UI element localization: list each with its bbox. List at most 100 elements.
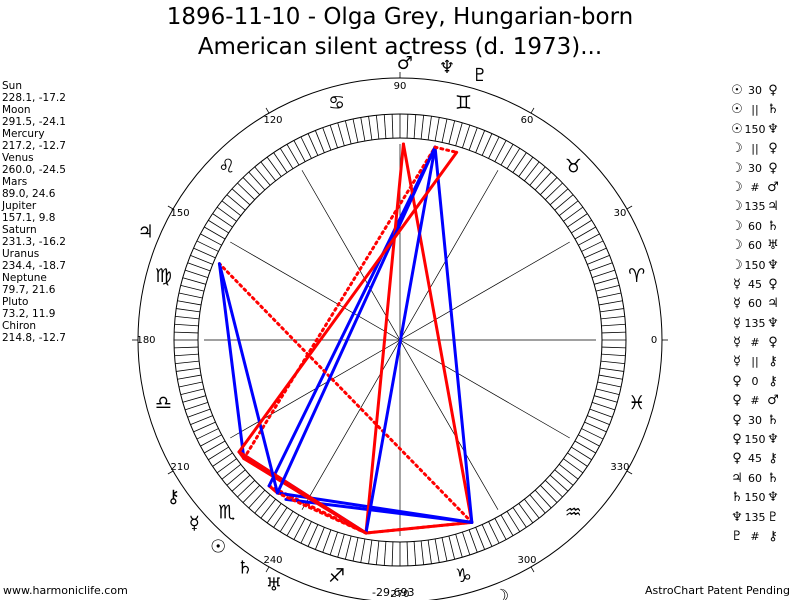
degree-tick <box>481 524 493 547</box>
degree-tick <box>601 346 626 349</box>
degree-tick <box>237 182 255 200</box>
aspect-row: ♄ 150 ♆ <box>730 488 780 507</box>
planet-name-saturn: Saturn <box>2 224 37 236</box>
degree-tick <box>462 124 471 149</box>
planet-name-neptune: Neptune <box>2 272 47 284</box>
degree-tick <box>558 464 579 480</box>
degree-tick <box>383 114 387 139</box>
aspect-type: 0 <box>751 374 759 388</box>
degree-tick <box>231 188 251 206</box>
degree-tick <box>360 117 366 142</box>
planet-moon-icon: ☽ <box>731 218 743 234</box>
degree-tick <box>352 118 359 143</box>
degree-tick <box>212 213 233 228</box>
aspect-row: ☽ 60 ♅ <box>730 236 780 255</box>
planet-mercury-icon: ☿ <box>733 296 741 312</box>
degree-tick <box>293 140 306 162</box>
degree-tick <box>226 194 246 211</box>
planet-value-mercury: 217.2, -12.7 <box>2 140 66 152</box>
degree-tick <box>190 254 213 265</box>
aspect-type: || <box>751 142 759 156</box>
planet-jupiter-icon: ♃ <box>731 470 743 486</box>
degree-tick <box>368 539 373 564</box>
degree-tick <box>383 541 387 566</box>
outer-tick <box>626 470 633 475</box>
planet-venus-icon: ♀ <box>732 432 742 448</box>
planet-name-sun: Sun <box>2 80 22 92</box>
aspect-type: # <box>750 529 760 543</box>
title-line-2: American silent actress (d. 1973)... <box>197 34 603 60</box>
degree-label-330: 330 <box>610 462 629 473</box>
planet-mercury-icon: ☿ <box>733 315 741 331</box>
aspect-type: 150 <box>744 258 766 272</box>
site-url: www.harmoniclife.com <box>3 584 128 597</box>
degree-tick <box>494 140 507 162</box>
planet-saturn-icon: ♄ <box>767 218 779 234</box>
planet-moon-icon: ☽ <box>731 141 743 157</box>
degree-tick <box>578 233 600 246</box>
degree-tick <box>242 177 260 195</box>
planet-pluto-icon: ♇ <box>767 509 779 525</box>
aspect-type: 30 <box>748 413 762 427</box>
degree-tick <box>589 262 613 272</box>
sign-scorpio-icon: ♏ <box>218 502 235 524</box>
aspect-row: ☿ # ♀ <box>730 333 780 352</box>
planet-venus-icon: ♀ <box>768 335 778 351</box>
planet-neptune-icon: ♆ <box>767 257 779 273</box>
degree-tick <box>180 388 205 396</box>
degree-tick <box>196 428 219 440</box>
degree-tick <box>260 161 276 182</box>
degree-tick <box>567 213 588 228</box>
planet-mercury-icon: ☿ <box>733 276 741 292</box>
aspect-line-saturn-neptune <box>275 145 437 495</box>
degree-tick <box>554 194 574 211</box>
degree-tick <box>190 415 213 426</box>
outer-tick <box>265 107 270 114</box>
degree-tick <box>200 233 222 246</box>
degree-tick <box>187 408 211 418</box>
planet-name-mars: Mars <box>2 176 28 188</box>
degree-tick <box>322 529 332 553</box>
degree-tick <box>545 480 563 498</box>
degree-tick <box>574 226 596 240</box>
degree-tick <box>554 469 574 486</box>
planet-jupiter-icon: ♃ <box>138 222 154 243</box>
degree-tick <box>448 120 456 145</box>
wheel-rings <box>132 72 668 600</box>
degree-tick <box>475 130 486 153</box>
degree-tick <box>567 452 588 467</box>
aspect-line-venus-neptune <box>364 145 437 535</box>
degree-tick <box>273 152 288 173</box>
degree-tick <box>216 458 237 474</box>
degree-label-180: 180 <box>136 335 155 346</box>
title-line-1: 1896-11-10 - Olga Grey, Hungarian-born <box>166 4 634 30</box>
aspect-lines <box>217 142 474 535</box>
degree-tick <box>375 540 380 565</box>
degree-tick <box>468 127 478 151</box>
degree-tick <box>286 514 300 536</box>
degree-tick <box>175 315 200 320</box>
degree-tick <box>178 292 203 299</box>
degree-tick <box>314 130 325 153</box>
planet-saturn-icon: ♄ <box>237 557 253 578</box>
planet-position-list: Sun 228.1, -17.2 Moon 291.5, -24.1 Mercu… <box>2 80 66 344</box>
planet-chiron-icon: ⚷ <box>768 528 778 544</box>
degree-tick <box>601 353 626 357</box>
aspect-type: 45 <box>748 452 762 466</box>
degree-label-30: 30 <box>614 208 627 219</box>
degree-tick <box>286 144 300 166</box>
outer-tick <box>167 470 174 475</box>
planet-neptune-icon: ♆ <box>767 121 779 137</box>
planet-saturn-icon: ♄ <box>767 412 779 428</box>
degree-tick <box>534 489 552 509</box>
degree-tick <box>540 177 558 195</box>
degree-tick <box>475 527 486 550</box>
degree-tick <box>549 188 569 206</box>
degree-tick <box>344 535 352 560</box>
planet-value-neptune: 79.7, 21.6 <box>2 284 56 296</box>
planet-pluto-icon: ♇ <box>472 65 488 86</box>
degree-tick <box>204 226 226 240</box>
degree-tick <box>174 323 199 327</box>
degree-tick <box>420 540 425 565</box>
planet-neptune-icon: ♆ <box>731 509 743 525</box>
